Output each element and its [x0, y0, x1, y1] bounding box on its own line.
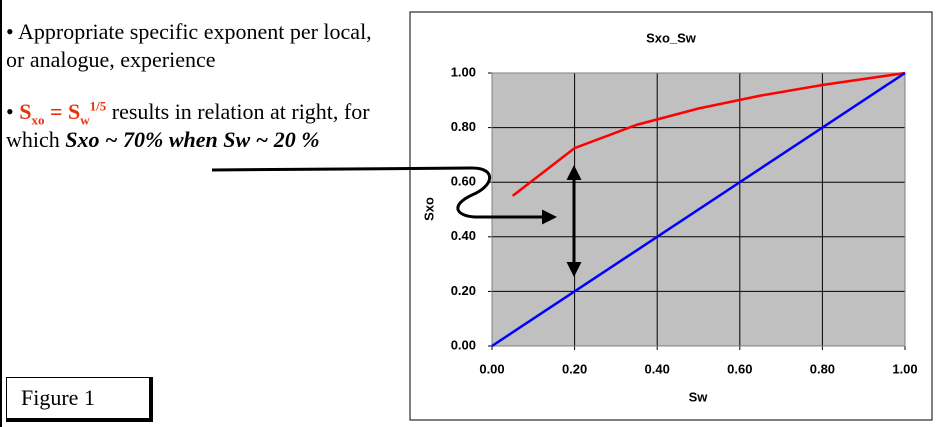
formula-sub: xo [31, 112, 45, 128]
formula-sup: 1/5 [89, 98, 107, 114]
curved-arrow [211, 166, 557, 225]
formula-sub: w [80, 112, 90, 128]
bullet-1: • Appropriate specific exponent per loca… [6, 18, 386, 74]
x-tick-label: 1.00 [892, 361, 917, 376]
x-tick-label: 0.40 [645, 361, 670, 376]
y-axis-label: Sxo [421, 197, 436, 221]
emphasis: Sxo ~ 70% when Sw ~ 20 % [65, 127, 320, 152]
bullet-text: Appropriate specific exponent per local,… [6, 19, 378, 72]
chart-title: Sxo_Sw [646, 30, 697, 45]
formula: Sxo = Sw1/5 [19, 98, 107, 128]
x-tick-label: 0.20 [562, 361, 587, 376]
bullet-2: • Sxo = Sw1/5 results in relation at rig… [6, 98, 386, 154]
y-tick-label: 0.40 [451, 228, 476, 243]
bullet-text: results in relation at right, for which [6, 99, 376, 152]
x-tick-label: 0.60 [727, 361, 752, 376]
line-series [511, 71, 906, 197]
y-tick-label: 0.80 [451, 119, 476, 134]
y-tick-label: 1.00 [451, 64, 476, 79]
bullet-marker: • [6, 99, 14, 124]
plot: 0.00 0.20 0.40 0.60 0.80 1.00 0.00 0.20 0.40 0.60… [451, 64, 918, 376]
annotations [211, 165, 582, 277]
figure-label: Figure 1 [6, 377, 153, 422]
y-tick-label: 0.60 [451, 174, 476, 189]
formula-part: S [19, 99, 32, 124]
line-series [491, 71, 906, 348]
x-tick-label: 0.80 [810, 361, 835, 376]
x-tick-label: 0.00 [479, 361, 504, 376]
plot-border [491, 72, 906, 347]
formula-part: = S [44, 99, 81, 124]
y-tick-label: 0.20 [451, 283, 476, 298]
x-axis-label: Sw [689, 389, 709, 404]
bullet-marker: • [6, 19, 14, 44]
y-tick-label: 0.00 [451, 337, 476, 352]
